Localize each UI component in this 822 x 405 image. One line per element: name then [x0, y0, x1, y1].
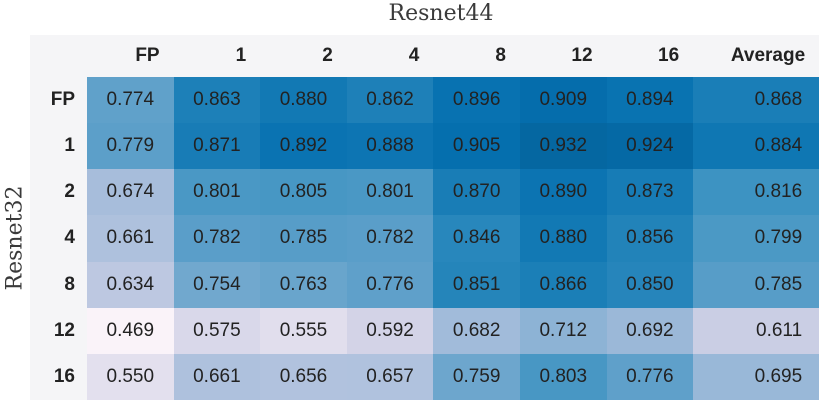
- row-header-8: 8: [30, 261, 87, 308]
- column-group-title: Resnet44: [388, 1, 494, 26]
- heatmap-cell: 0.846: [433, 215, 520, 262]
- average-cell: 0.785: [693, 261, 820, 308]
- heatmap-cell: 0.592: [346, 307, 434, 354]
- heatmap-cell: 0.850: [606, 261, 694, 308]
- heatmap-cell: 0.759: [433, 353, 520, 400]
- corner-cell: [30, 35, 87, 77]
- heatmap-cell: 0.871: [173, 123, 261, 170]
- heatmap-cell: 0.880: [260, 77, 347, 124]
- heatmap-cell: 0.909: [519, 77, 607, 124]
- average-cell: 0.695: [693, 353, 820, 400]
- heatmap-cell: 0.692: [606, 307, 694, 354]
- heatmap-cell: 0.754: [173, 261, 261, 308]
- heatmap-cell: 0.896: [433, 77, 520, 124]
- col-header-fp: FP: [87, 35, 174, 77]
- average-cell: 0.868: [693, 77, 820, 124]
- col-header-4: 4: [346, 35, 434, 77]
- row-header-1: 1: [30, 123, 87, 170]
- heatmap-cell: 0.870: [433, 169, 520, 216]
- heatmap-cell: 0.805: [260, 169, 347, 216]
- heatmap-cell: 0.634: [87, 261, 174, 308]
- col-header-16: 16: [606, 35, 694, 77]
- heatmap-cell: 0.779: [87, 123, 174, 170]
- col-header-1: 1: [173, 35, 261, 77]
- average-cell: 0.816: [693, 169, 820, 216]
- heatmap-cell: 0.712: [519, 307, 607, 354]
- row-header-12: 12: [30, 307, 87, 354]
- heatmap-cell: 0.894: [606, 77, 694, 124]
- col-header-8: 8: [433, 35, 520, 77]
- heatmap-cell: 0.469: [87, 307, 174, 354]
- heatmap-cell: 0.803: [519, 353, 607, 400]
- heatmap-cell: 0.782: [173, 215, 261, 262]
- heatmap-cell: 0.575: [173, 307, 261, 354]
- col-header-12: 12: [519, 35, 607, 77]
- heatmap-cell: 0.782: [346, 215, 434, 262]
- heatmap-cell: 0.674: [87, 169, 174, 216]
- row-group-title: Resnet32: [2, 185, 28, 291]
- heatmap-cell: 0.776: [346, 261, 434, 308]
- average-cell: 0.611: [693, 307, 820, 354]
- heatmap-cell: 0.856: [606, 215, 694, 262]
- heatmap-cell: 0.880: [519, 215, 607, 262]
- heatmap-cell: 0.888: [346, 123, 434, 170]
- heatmap-cell: 0.924: [606, 123, 694, 170]
- heatmap-cell: 0.873: [606, 169, 694, 216]
- heatmap-cell: 0.801: [173, 169, 261, 216]
- heatmap-cell: 0.863: [173, 77, 261, 124]
- col-header-average: Average: [693, 35, 820, 77]
- average-cell: 0.884: [693, 123, 820, 170]
- heatmap-cell: 0.866: [519, 261, 607, 308]
- heatmap-cell: 0.892: [260, 123, 347, 170]
- heatmap-cell: 0.682: [433, 307, 520, 354]
- heatmap-cell: 0.550: [87, 353, 174, 400]
- heatmap-cell: 0.890: [519, 169, 607, 216]
- heatmap-cell: 0.905: [433, 123, 520, 170]
- row-header-fp: FP: [30, 77, 87, 124]
- heatmap-cell: 0.657: [346, 353, 434, 400]
- row-header-2: 2: [30, 169, 87, 216]
- row-header-4: 4: [30, 215, 87, 262]
- heatmap-cell: 0.851: [433, 261, 520, 308]
- heatmap-cell: 0.774: [87, 77, 174, 124]
- average-cell: 0.799: [693, 215, 820, 262]
- heatmap-cell: 0.862: [346, 77, 434, 124]
- heatmap-cell: 0.801: [346, 169, 434, 216]
- heatmap-cell: 0.661: [173, 353, 261, 400]
- heatmap-cell: 0.661: [87, 215, 174, 262]
- col-header-2: 2: [260, 35, 347, 77]
- heatmap-table: FP 1 2 4 8 12 16 Average FP 0.774 0.863 0.880 0.862 0…: [30, 35, 820, 400]
- heatmap-cell: 0.785: [260, 215, 347, 262]
- heatmap-cell: 0.763: [260, 261, 347, 308]
- heatmap-cell: 0.656: [260, 353, 347, 400]
- heatmap-cell: 0.776: [606, 353, 694, 400]
- row-header-16: 16: [30, 353, 87, 400]
- heatmap-cell: 0.555: [260, 307, 347, 354]
- heatmap-cell: 0.932: [519, 123, 607, 170]
